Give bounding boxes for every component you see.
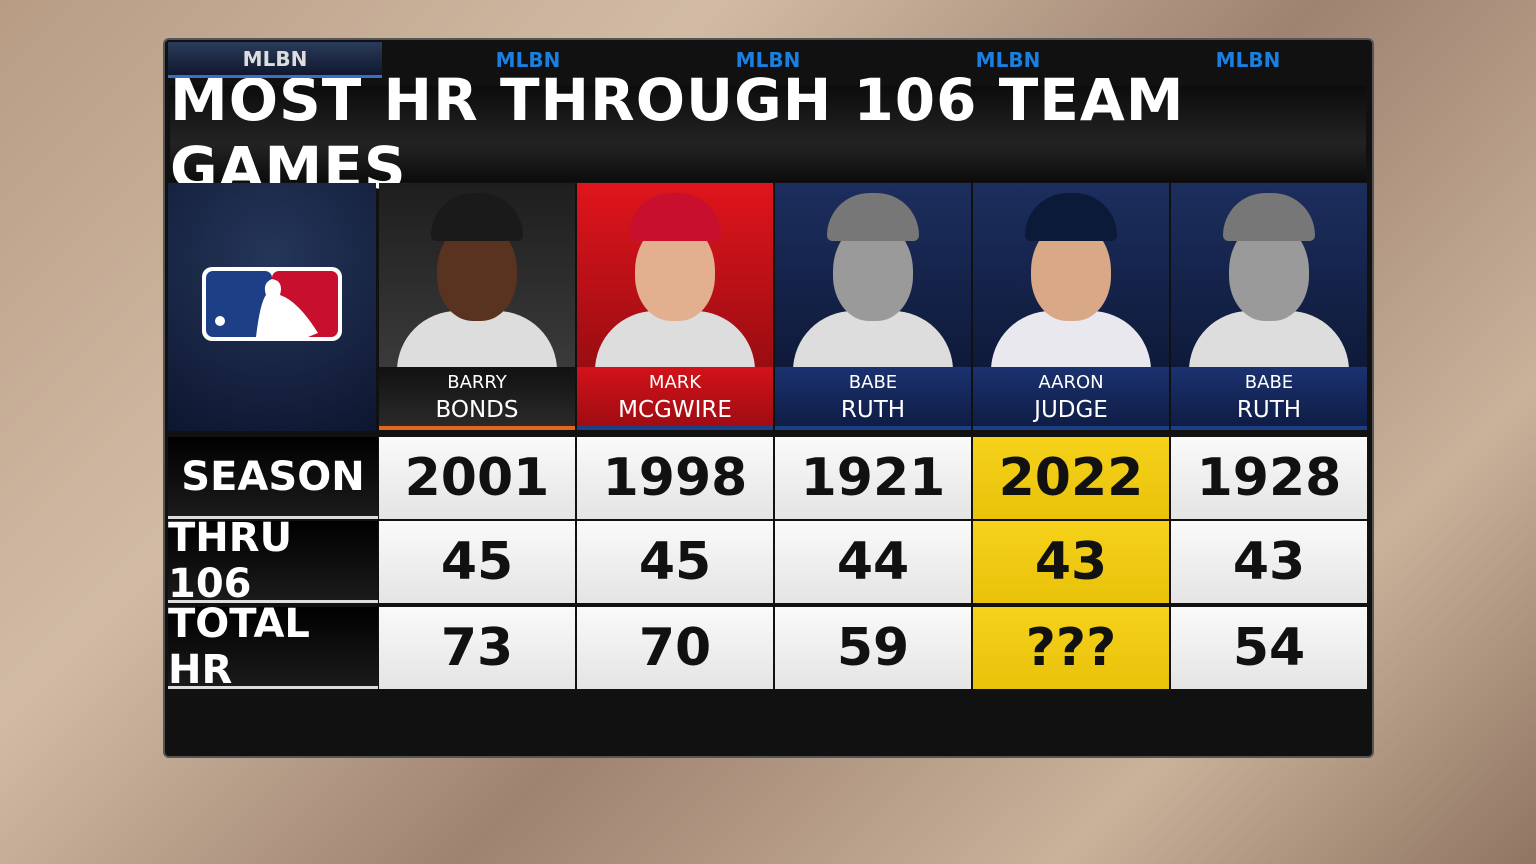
last-name: RUTH [840,397,906,423]
player-photo [1171,183,1367,367]
first-name: AARON [1038,372,1104,393]
name-bar: BARRY BONDS [379,367,575,430]
last-name: RUTH [1236,397,1302,423]
stat-cell: 1921 [775,437,971,519]
mlb-logo-box [168,183,376,431]
first-name: BABE [1244,372,1294,393]
last-name: JUDGE [1034,397,1108,423]
name-bar: BABE RUTH [1171,367,1367,430]
stat-cell: 43 [1171,521,1367,603]
first-name: MARK [648,372,702,393]
last-name: BONDS [435,397,519,423]
name-bar: AARON JUDGE [973,367,1169,430]
player-photo [973,183,1169,367]
stat-cell: 45 [577,521,773,603]
mlb-logo [202,267,342,341]
player-photo [775,183,971,367]
cap [629,193,721,241]
player-photo [379,183,575,367]
cap [1223,193,1315,241]
channel-tab: MLBN [1215,48,1281,72]
stat-cell: 54 [1171,607,1367,689]
row-label: TOTAL HR [168,601,378,693]
stat-cell: 45 [379,521,575,603]
channel-tab: MLBN [975,48,1041,72]
channel-tab: MLBN [735,48,801,72]
stat-cell: 1998 [577,437,773,519]
stat-cell: 70 [577,607,773,689]
channel-tab: MLBN [168,42,382,78]
row-label: SEASON [168,437,378,519]
first-name: BABE [848,372,898,393]
stat-cell: ??? [973,607,1169,689]
stat-cell: 1928 [1171,437,1367,519]
row-label: THRU 106 [168,515,378,607]
cap [827,193,919,241]
cap [1025,193,1117,241]
stat-cell: 59 [775,607,971,689]
first-name: BARRY [447,372,507,393]
player-photo [577,183,773,367]
name-bar: BABE RUTH [775,367,971,430]
stat-cell: 73 [379,607,575,689]
cap [431,193,523,241]
title: MOST HR THROUGH 106 TEAM GAMES [170,66,1366,202]
name-bar: MARK MCGWIRE [577,367,773,430]
stat-cell: 2001 [379,437,575,519]
stat-cell: 2022 [973,437,1169,519]
stat-cell: 43 [973,521,1169,603]
channel-tab: MLBN [495,48,561,72]
stat-cell: 44 [775,521,971,603]
last-name: MCGWIRE [618,397,732,423]
